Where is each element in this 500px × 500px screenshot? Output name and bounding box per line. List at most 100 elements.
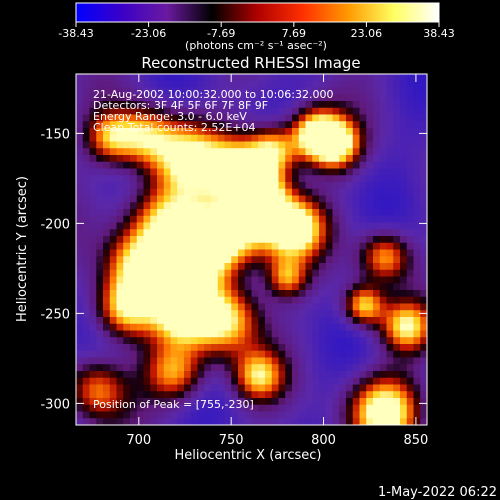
heatmap-cell [109, 215, 118, 224]
heatmap-cell [319, 94, 327, 102]
heatmap-cell [420, 377, 427, 386]
heatmap-cell [325, 283, 334, 291]
heatmap-cell [204, 398, 212, 406]
heatmap-cell [271, 128, 280, 136]
heatmap-cell [184, 411, 192, 419]
heatmap-cell [406, 256, 415, 264]
heatmap-cell [177, 175, 185, 183]
heatmap-cell [244, 296, 253, 305]
heatmap-cell [170, 330, 178, 338]
heatmap-cell [271, 344, 280, 352]
heatmap-cell [224, 222, 232, 230]
heatmap-cell [420, 215, 427, 224]
heatmap-cell [298, 188, 307, 197]
heatmap-cell [89, 377, 97, 386]
heatmap-cell [204, 303, 212, 311]
heatmap-cell [400, 161, 408, 170]
heatmap-cell [379, 182, 388, 190]
heatmap-cell [319, 398, 327, 406]
heatmap-cell [420, 350, 427, 359]
heatmap-cell [339, 283, 347, 291]
heatmap-cell [265, 134, 273, 143]
heatmap-cell [143, 128, 151, 136]
heatmap-cell [96, 283, 104, 291]
heatmap-cell [379, 263, 388, 271]
heatmap-cell [373, 195, 381, 203]
heatmap-cell [184, 168, 192, 176]
heatmap-cell [211, 317, 219, 325]
heatmap-cell [244, 404, 253, 413]
heatmap-cell [292, 195, 300, 203]
heatmap-cell [285, 350, 293, 359]
heatmap-cell [379, 222, 388, 230]
heatmap-cell [285, 101, 293, 109]
heatmap-cell [190, 249, 199, 257]
heatmap-cell [96, 161, 104, 170]
heatmap-cell [109, 141, 118, 149]
heatmap-cell [184, 377, 192, 386]
heatmap-cell [211, 80, 219, 89]
heatmap-cell [170, 101, 178, 109]
heatmap-cell [278, 114, 286, 122]
heatmap-cell [150, 269, 158, 278]
heatmap-cell [406, 155, 415, 163]
heatmap-cell [292, 215, 300, 224]
heatmap-cell [292, 168, 300, 176]
heatmap-cell [204, 344, 212, 352]
heatmap-cell [96, 337, 104, 345]
heatmap-cell [298, 222, 307, 230]
heatmap-cell [312, 188, 320, 197]
heatmap-cell [204, 209, 212, 217]
heatmap-cell [76, 263, 84, 271]
heatmap-cell [163, 209, 172, 217]
heatmap-cell [224, 134, 232, 143]
heatmap-cell [271, 249, 280, 257]
heatmap-cell [184, 121, 192, 129]
heatmap-cell [109, 188, 118, 197]
heatmap-cell [366, 229, 374, 237]
heatmap-cell [285, 236, 293, 244]
heatmap-cell [103, 114, 111, 122]
heatmap-cell [305, 391, 313, 399]
heatmap-cell [190, 337, 199, 345]
heatmap-cell [292, 404, 300, 413]
heatmap-cell [82, 249, 91, 257]
heatmap-cell [116, 303, 124, 311]
heatmap-cell [143, 161, 151, 170]
heatmap-cell [413, 249, 421, 257]
heatmap-cell [332, 168, 340, 176]
heatmap-cell [305, 128, 313, 136]
heatmap-cell [271, 296, 280, 305]
heatmap-cell [305, 263, 313, 271]
heatmap-cell [379, 418, 388, 425]
heatmap-cell [238, 141, 246, 149]
heatmap-cell [217, 94, 226, 102]
heatmap-cell [130, 101, 138, 109]
heatmap-cell [143, 310, 151, 318]
heatmap-cell [76, 249, 84, 257]
heatmap-cell [393, 296, 401, 305]
heatmap-cell [224, 242, 232, 251]
heatmap-cell [184, 296, 192, 305]
heatmap-cell [285, 283, 293, 291]
heatmap-cell [211, 296, 219, 305]
heatmap-cell [292, 175, 300, 183]
heatmap-cell [197, 269, 205, 278]
heatmap-cell [325, 101, 334, 109]
heatmap-cell [170, 411, 178, 419]
heatmap-cell [346, 229, 354, 237]
heatmap-cell [393, 94, 401, 102]
heatmap-cell [96, 209, 104, 217]
heatmap-cell [265, 337, 273, 345]
heatmap-cell [325, 276, 334, 284]
heatmap-cell [136, 161, 145, 170]
heatmap-cell [373, 404, 381, 413]
heatmap-cell [103, 330, 111, 338]
heatmap-cell [359, 344, 367, 352]
heatmap-cell [177, 330, 185, 338]
heatmap-cell [393, 283, 401, 291]
heatmap-cell [76, 114, 84, 122]
heatmap-cell [352, 175, 361, 183]
heatmap-cell [346, 175, 354, 183]
heatmap-cell [285, 134, 293, 143]
